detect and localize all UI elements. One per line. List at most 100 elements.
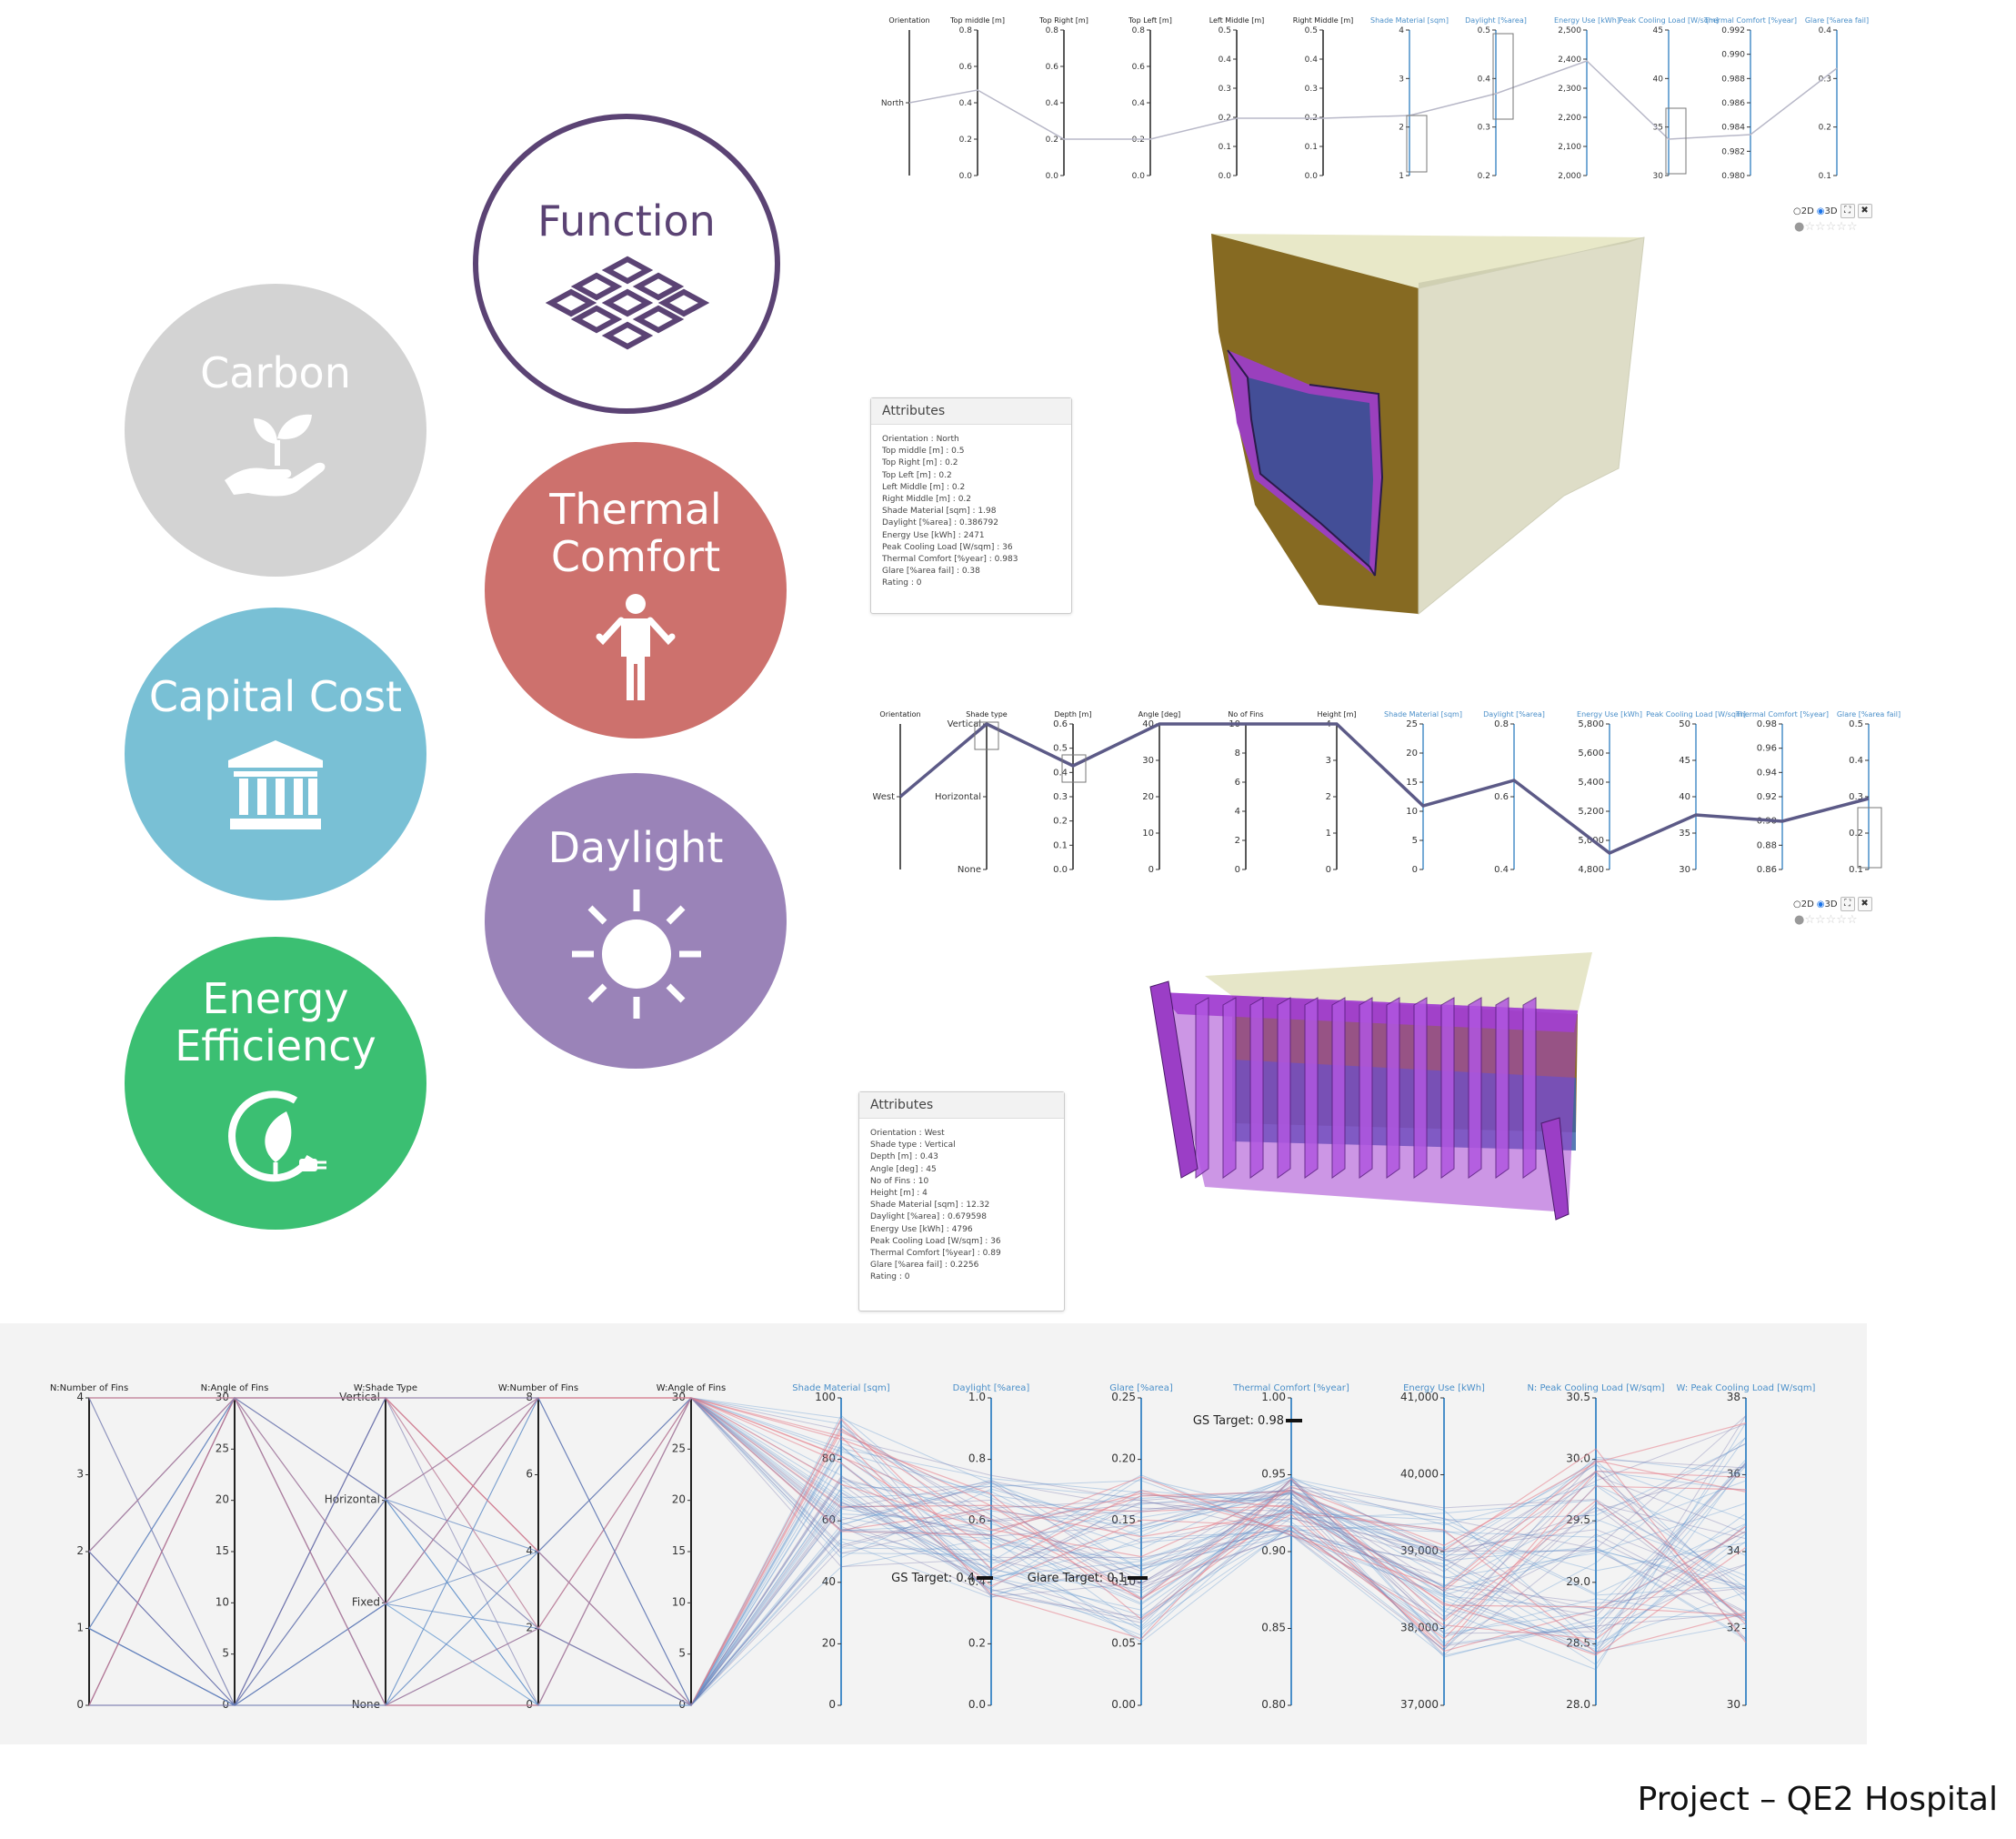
tick-label: 0.4 [1053, 768, 1068, 778]
attribute-line: Orientation : North [882, 435, 959, 444]
tick-label: 10 [1142, 829, 1154, 839]
tick-label: 5,200 [1578, 807, 1604, 817]
view-2d-radio[interactable]: ○2D [1793, 899, 1814, 909]
data-line [88, 1397, 1747, 1706]
tick-label: 0.94 [1757, 768, 1777, 778]
data-line [898, 721, 1870, 856]
tick-label: 0.05 [1111, 1636, 1136, 1649]
view-3d-radio[interactable]: ◉3D [1816, 206, 1838, 216]
tick-label: 41,000 [1400, 1391, 1439, 1403]
data-line [88, 1397, 1747, 1706]
view-2d-radio[interactable]: ○2D [1793, 206, 1814, 216]
tick-label: 2 [1399, 124, 1404, 133]
tick-label: 0.98 [1757, 719, 1777, 729]
axis-label: W:Shade Type [354, 1383, 417, 1393]
expand-icon[interactable]: ⛶ [1840, 204, 1855, 218]
parallel-coordinates-chart-north: Orientation North Top middle [m] 0.0 0.2 0.4 0… [881, 16, 1869, 181]
data-line [908, 60, 1838, 140]
tick-label: 45 [1653, 26, 1663, 35]
rating-stars-2[interactable]: ●☆☆☆☆☆ [1794, 913, 1858, 927]
tick-label: 0 [1235, 865, 1240, 875]
attributes-list-1: Orientation : North Top middle [m] : 0.5 T… [871, 425, 1071, 599]
brush-box [974, 721, 999, 750]
tick-label: 30 [1653, 172, 1664, 181]
capital-label: Capital Cost [148, 672, 403, 721]
axis-label: Height [m] [1317, 710, 1356, 719]
attribute-line: Daylight [%area] : 0.386792 [882, 518, 998, 528]
axis-label: Thermal Comfort [%year] [1703, 16, 1797, 25]
tick-label: 0.0 [959, 172, 973, 181]
tick-label: 0.2 [1053, 817, 1068, 827]
close-icon[interactable]: ✖ [1857, 204, 1872, 218]
tick-label: 0.4 [1849, 756, 1863, 766]
data-line [88, 1397, 1747, 1706]
tick-label: 20 [822, 1636, 836, 1649]
fin-shape [1468, 997, 1482, 1179]
tick-label: 0.6 [959, 63, 973, 72]
axis-label: Top Left [m] [1128, 16, 1172, 25]
brush-box [1665, 107, 1687, 175]
reset-rating-icon[interactable]: ● [1794, 220, 1805, 234]
axis-label: Angle [deg] [1138, 710, 1181, 719]
rating-stars-1[interactable]: ●☆☆☆☆☆ [1794, 220, 1858, 234]
tick-label: 0.1 [1849, 865, 1863, 875]
tick-label: 5,800 [1578, 719, 1604, 729]
data-line [88, 1397, 1747, 1706]
axis-label: Top Right [m] [1038, 16, 1088, 25]
attribute-line: Glare [%area fail] : 0.38 [882, 567, 980, 577]
thermal-label-line1: Thermal [549, 485, 722, 534]
data-line [89, 1436, 1747, 1706]
tick-label: 25 [1406, 719, 1418, 729]
axis-label: Top middle [m] [949, 16, 1005, 25]
expand-icon[interactable]: ⛶ [1840, 897, 1855, 911]
data-line [88, 1526, 1747, 1706]
tick-label: 0.3 [1819, 75, 1831, 84]
data-line [88, 1396, 1747, 1706]
bank-icon [228, 740, 323, 829]
tick-label: 37,000 [1400, 1698, 1439, 1711]
capital-cost-circle: Capital Cost [125, 608, 426, 900]
tick-label: 38 [1727, 1391, 1740, 1403]
fin-shape [1413, 997, 1428, 1179]
attribute-line: Thermal Comfort [%year] : 0.89 [870, 1249, 1001, 1259]
data-line [88, 1397, 1747, 1706]
tick-label: 0.6 [1494, 792, 1509, 802]
tick-label: 0.6 [1132, 63, 1146, 72]
attribute-line: Energy Use [kWh] : 4796 [870, 1224, 973, 1234]
sun-icon [572, 889, 701, 1019]
tick-label: 0.4 [1819, 26, 1832, 35]
data-line [88, 1397, 1747, 1706]
tick-label: 20 [216, 1493, 229, 1506]
tick-label: 0.3 [1053, 792, 1068, 802]
brush-box [1061, 754, 1087, 783]
tick-label: 6 [1235, 778, 1240, 788]
attribute-line: Top Left [m] : 0.2 [882, 470, 952, 480]
tick-label: Vertical [339, 1391, 380, 1403]
tick-label: 39,000 [1400, 1544, 1439, 1557]
brush-box [1492, 33, 1514, 120]
tick-label: 0.5 [1053, 744, 1068, 754]
3d-model-fins-west[interactable] [1141, 941, 1596, 1251]
data-line [88, 1396, 1747, 1706]
axis-label: N:Angle of Fins [201, 1383, 269, 1393]
fin-shape [1277, 997, 1291, 1179]
tick-label: 0.5 [1219, 26, 1231, 35]
3d-model-box-north[interactable] [1200, 232, 1655, 623]
tick-label: 10 [672, 1595, 686, 1608]
tick-label: 0.4 [959, 99, 973, 108]
axis-label: Daylight [%area] [953, 1383, 1030, 1393]
data-line [88, 1423, 1747, 1706]
tick-label: 8 [526, 1391, 533, 1403]
axis-label: Glare [%area fail] [1805, 16, 1869, 25]
tick-label: 0.984 [1721, 124, 1745, 133]
close-icon[interactable]: ✖ [1857, 897, 1872, 911]
data-line [88, 1397, 1747, 1706]
tick-label: 2 [1326, 792, 1331, 802]
view-3d-radio[interactable]: ◉3D [1816, 899, 1838, 909]
fin-shape [1359, 997, 1373, 1179]
tick-label: 0.4 [1046, 99, 1059, 108]
tick-label: 0.6 [1053, 719, 1068, 729]
tick-label: 1 [76, 1622, 84, 1634]
data-line [89, 1397, 1747, 1706]
reset-rating-icon[interactable]: ● [1794, 913, 1805, 927]
